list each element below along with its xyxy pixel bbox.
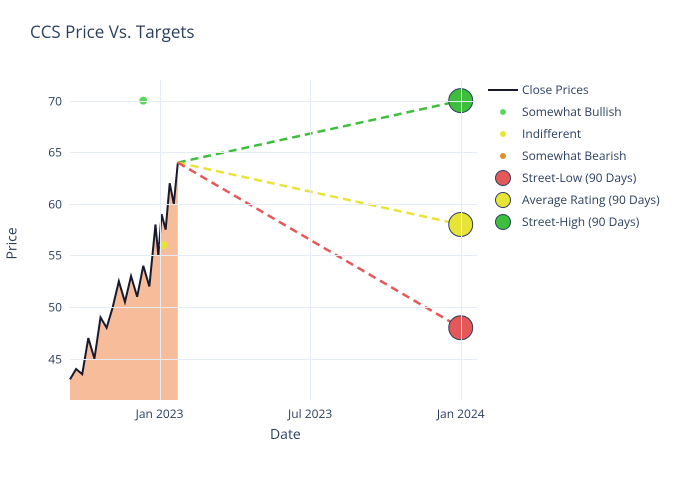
legend-swatch bbox=[488, 190, 518, 209]
x-tick-label: Jan 2024 bbox=[437, 405, 485, 422]
chart-title: CCS Price Vs. Targets bbox=[30, 20, 195, 43]
y-tick-label: 55 bbox=[32, 247, 62, 264]
legend-label: Average Rating (90 Days) bbox=[522, 191, 660, 208]
legend-swatch bbox=[488, 212, 518, 231]
legend-swatch bbox=[488, 102, 518, 121]
legend-item[interactable]: Street-Low (90 Days) bbox=[488, 168, 660, 187]
dot-icon bbox=[495, 192, 511, 208]
y-axis-label: Price bbox=[3, 227, 22, 259]
legend-item[interactable]: Close Prices bbox=[488, 80, 660, 99]
legend-label: Somewhat Bullish bbox=[522, 103, 622, 120]
grid-line bbox=[70, 204, 477, 205]
legend-label: Street-High (90 Days) bbox=[522, 213, 639, 230]
legend-label: Close Prices bbox=[522, 81, 589, 98]
x-axis-label: Date bbox=[270, 425, 301, 444]
legend[interactable]: Close Prices Somewhat Bullish Indifferent S… bbox=[488, 80, 660, 234]
plot-svg bbox=[70, 80, 477, 400]
grid-line bbox=[70, 255, 477, 256]
legend-item[interactable]: Street-High (90 Days) bbox=[488, 212, 660, 231]
y-tick-label: 70 bbox=[32, 92, 62, 109]
grid-line bbox=[160, 80, 161, 400]
y-tick-label: 45 bbox=[32, 350, 62, 367]
y-tick-label: 65 bbox=[32, 144, 62, 161]
dot-icon bbox=[500, 153, 506, 159]
y-tick-label: 50 bbox=[32, 299, 62, 316]
legend-swatch bbox=[488, 168, 518, 187]
dot-icon bbox=[495, 214, 511, 230]
line-icon bbox=[488, 89, 518, 91]
grid-line bbox=[310, 80, 311, 400]
chart-container: CCS Price Vs. Targets Price Date 4550556… bbox=[0, 0, 700, 500]
dot-icon bbox=[495, 170, 511, 186]
dot-icon bbox=[500, 109, 506, 115]
legend-label: Indifferent bbox=[522, 125, 581, 142]
legend-item[interactable]: Average Rating (90 Days) bbox=[488, 190, 660, 209]
legend-label: Somewhat Bearish bbox=[522, 147, 627, 164]
grid-line bbox=[70, 307, 477, 308]
legend-swatch bbox=[488, 80, 518, 99]
grid-line bbox=[70, 152, 477, 153]
grid-line bbox=[461, 80, 462, 400]
grid-line bbox=[70, 101, 477, 102]
grid-line bbox=[70, 359, 477, 360]
x-tick-label: Jan 2023 bbox=[136, 405, 184, 422]
projection-line-avg_rating[interactable] bbox=[178, 163, 461, 225]
legend-item[interactable]: Somewhat Bullish bbox=[488, 102, 660, 121]
legend-label: Street-Low (90 Days) bbox=[522, 169, 636, 186]
dot-icon bbox=[500, 131, 506, 137]
projection-line-street_high[interactable] bbox=[178, 101, 461, 163]
y-tick-label: 60 bbox=[32, 195, 62, 212]
rating-dot-indifferent[interactable] bbox=[160, 241, 168, 249]
legend-swatch bbox=[488, 124, 518, 143]
legend-item[interactable]: Somewhat Bearish bbox=[488, 146, 660, 165]
projection-line-street_low[interactable] bbox=[178, 163, 461, 328]
plot-area: 455055606570Jan 2023Jul 2023Jan 2024 bbox=[70, 80, 477, 400]
x-tick-label: Jul 2023 bbox=[288, 405, 332, 422]
legend-item[interactable]: Indifferent bbox=[488, 124, 660, 143]
legend-swatch bbox=[488, 146, 518, 165]
price-area bbox=[70, 163, 178, 400]
